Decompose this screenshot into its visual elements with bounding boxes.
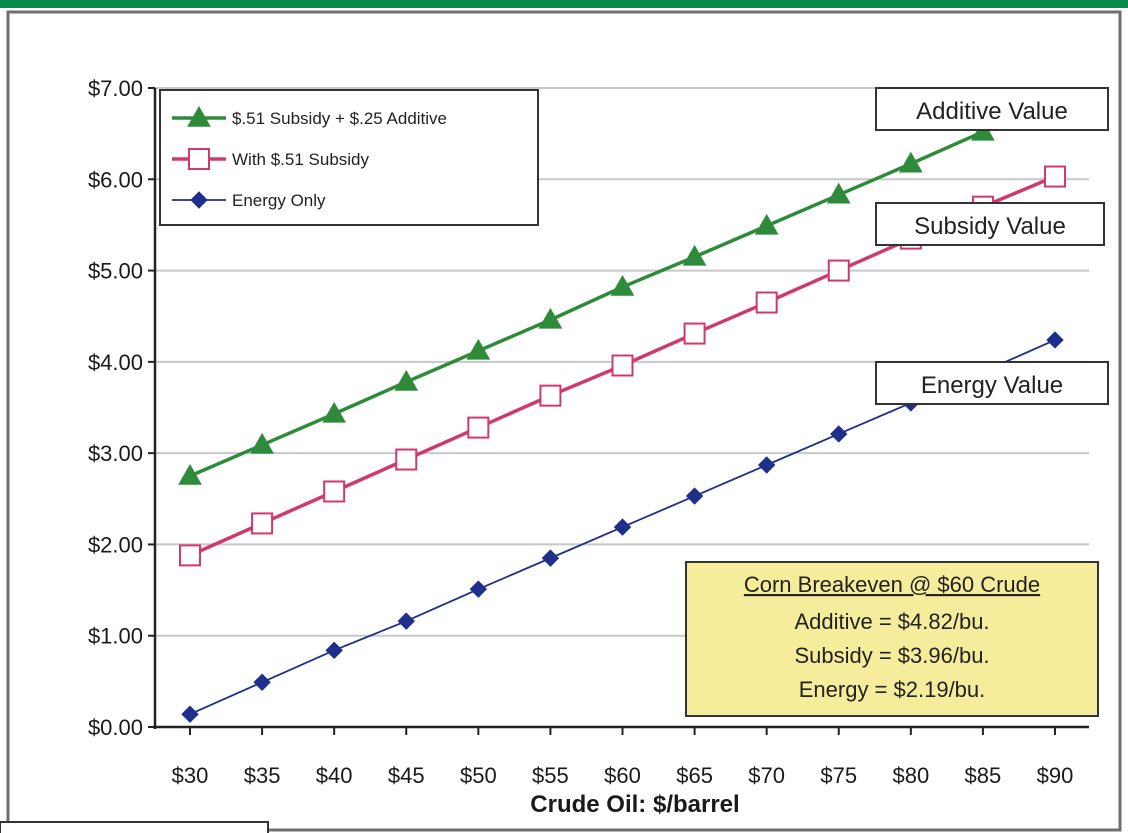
data-point-triangle — [610, 274, 635, 296]
data-point-diamond — [469, 580, 488, 598]
data-point-triangle — [322, 401, 347, 423]
breakeven-line: Subsidy = $3.96/bu. — [794, 643, 989, 668]
breakeven-line: Additive = $4.82/bu. — [794, 609, 989, 634]
data-point-diamond — [541, 549, 560, 567]
data-point-diamond — [685, 487, 704, 505]
y-tick-label: $7.00 — [88, 76, 143, 101]
y-tick-label: $6.00 — [88, 167, 143, 192]
data-point-diamond — [397, 612, 415, 630]
data-point-diamond — [325, 641, 343, 660]
data-point-triangle — [826, 182, 851, 204]
x-tick-label: $70 — [748, 763, 785, 788]
data-point-diamond — [757, 456, 776, 474]
x-tick-label: $35 — [244, 763, 281, 788]
data-point-diamond — [1046, 331, 1064, 349]
data-point-square — [1044, 165, 1066, 188]
x-axis-title: Crude Oil: $/barrel — [530, 791, 739, 818]
annotation-box — [875, 202, 1105, 246]
data-point-square — [755, 291, 778, 314]
data-point-square — [179, 544, 201, 567]
x-tick-label: $50 — [460, 763, 497, 788]
header-rule — [0, 0, 1128, 8]
data-point-diamond — [253, 673, 271, 691]
y-tick-label: $2.00 — [88, 532, 143, 557]
data-point-diamond — [181, 705, 199, 723]
data-point-triangle — [682, 244, 707, 266]
x-tick-label: $40 — [316, 763, 353, 788]
data-point-triangle — [466, 338, 491, 360]
data-point-square — [539, 384, 562, 407]
y-tick-label: $5.00 — [88, 259, 143, 284]
x-tick-label: $45 — [388, 763, 425, 788]
data-point-square — [467, 416, 490, 439]
x-tick-label: $60 — [604, 763, 641, 788]
x-tick-label: $90 — [1037, 763, 1074, 788]
x-tick-label: $30 — [172, 763, 209, 788]
y-tick-label: $0.00 — [88, 715, 143, 740]
annotation-label: Additive Value — [916, 98, 1068, 125]
y-tick-label: $1.00 — [88, 624, 143, 649]
data-point-square — [611, 354, 634, 377]
x-tick-label: $85 — [965, 763, 1002, 788]
legend-label: With $.51 Subsidy — [232, 150, 370, 169]
series-line-triangle — [189, 130, 984, 478]
data-point-diamond — [830, 425, 848, 443]
y-tick-label: $3.00 — [88, 441, 143, 466]
data-point-triangle — [538, 307, 563, 329]
data-point-triangle — [898, 151, 923, 173]
annotation-label: Energy Value — [921, 372, 1063, 399]
legend-marker-square — [188, 148, 210, 170]
data-point-square — [827, 259, 850, 282]
x-tick-label: $80 — [892, 763, 929, 788]
annotation-box — [875, 87, 1109, 131]
legend-marker-triangle — [187, 105, 211, 127]
data-point-square — [323, 480, 346, 503]
annotation-label: Subsidy Value — [914, 213, 1066, 240]
breakeven-info-box — [685, 561, 1099, 717]
breakeven-title: Corn Breakeven @ $60 Crude — [744, 572, 1040, 597]
data-point-triangle — [394, 369, 419, 391]
data-point-triangle — [754, 213, 779, 235]
legend-label: $.51 Subsidy + $.25 Additive — [232, 109, 447, 128]
x-tick-label: $75 — [820, 763, 857, 788]
legend-marker-diamond — [190, 191, 208, 209]
cropped-footer-box — [0, 821, 269, 833]
data-point-square — [395, 448, 418, 471]
x-tick-label: $55 — [532, 763, 569, 788]
data-point-square — [251, 512, 274, 535]
data-point-triangle — [178, 463, 202, 485]
breakeven-line: Energy = $2.19/bu. — [799, 677, 986, 702]
legend-label: Energy Only — [232, 191, 326, 210]
y-tick-label: $4.00 — [88, 350, 143, 375]
annotation-box — [875, 361, 1109, 405]
data-point-triangle — [250, 432, 274, 454]
data-point-diamond — [613, 518, 632, 536]
data-point-square — [683, 322, 706, 345]
x-tick-label: $65 — [676, 763, 713, 788]
